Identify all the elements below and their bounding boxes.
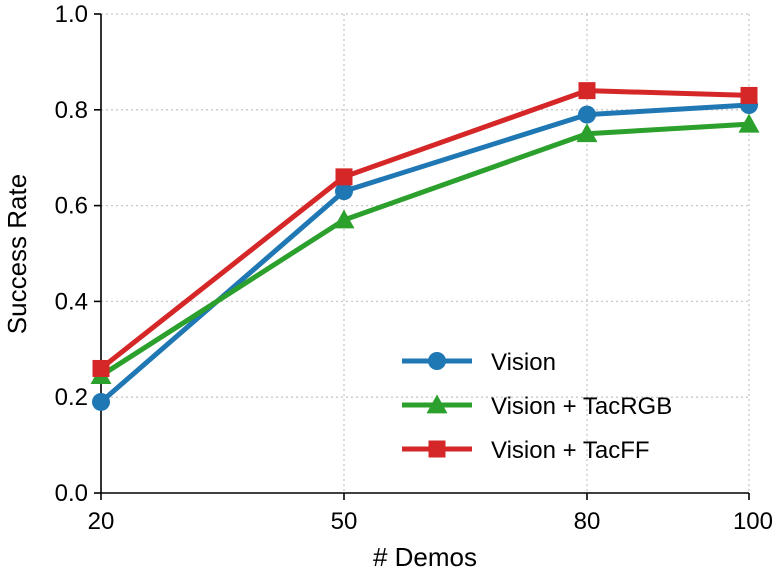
legend-label: Vision	[491, 349, 556, 376]
data-point	[335, 182, 353, 201]
y-tick-label: 0.2	[55, 384, 88, 411]
y-tick-label: 0.6	[55, 193, 88, 220]
axes	[100, 14, 749, 494]
series-vision	[92, 96, 758, 411]
legend-item: Vision + TacRGB	[402, 393, 672, 420]
y-ticks: 0.0 0.2 0.4 0.6 0.8 1.0	[55, 1, 101, 507]
data-point	[335, 168, 353, 186]
legend-label: Vision + TacRGB	[491, 393, 672, 420]
data-point	[92, 392, 110, 411]
x-ticks: 20 50 80 100	[88, 493, 773, 535]
data-point	[578, 105, 596, 124]
y-axis-label: Success Rate	[2, 174, 32, 334]
data-series	[90, 82, 760, 411]
data-point	[740, 86, 758, 104]
y-tick-label: 0.4	[55, 288, 88, 315]
series-line	[99, 88, 750, 371]
data-point	[333, 209, 355, 229]
legend-marker	[428, 352, 446, 370]
x-axis-label: # Demos	[373, 542, 477, 572]
series-vision-tacff	[92, 82, 758, 377]
data-point	[578, 82, 596, 100]
data-point	[92, 359, 110, 377]
legend: Vision Vision + TacRGB Vision + TacFF	[402, 349, 672, 464]
data-point	[576, 123, 598, 143]
legend-item: Vision	[402, 349, 556, 376]
x-tick-label: 100	[733, 508, 773, 535]
series-line	[99, 121, 750, 378]
legend-item: Vision + TacFF	[402, 437, 650, 464]
grid-lines	[101, 13, 750, 493]
legend-marker	[426, 394, 448, 414]
y-tick-label: 0.8	[55, 97, 88, 124]
legend-label: Vision + TacFF	[491, 437, 650, 464]
legend-marker	[428, 440, 446, 458]
data-point	[738, 113, 760, 133]
y-tick-label: 1.0	[55, 1, 88, 28]
x-tick-label: 80	[574, 508, 601, 535]
x-tick-label: 20	[88, 508, 115, 535]
series-vision-tacrgb	[90, 113, 760, 385]
x-tick-label: 50	[331, 508, 358, 535]
y-tick-label: 0.0	[55, 480, 88, 507]
